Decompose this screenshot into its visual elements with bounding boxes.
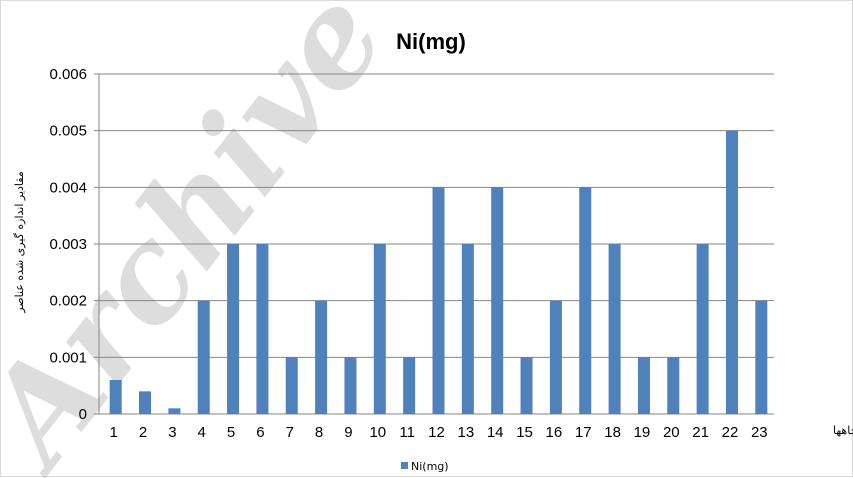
x-tick-label: 21 (692, 424, 709, 441)
x-tick-label: 20 (663, 424, 680, 441)
y-tick-label: 0.005 (49, 123, 87, 140)
x-tick-label: 1 (110, 424, 118, 441)
bar (432, 187, 445, 414)
x-tick-label: 5 (227, 424, 235, 441)
bar (285, 357, 298, 414)
chart-title: Ni(mg) (396, 29, 466, 54)
x-tick-label: 19 (634, 424, 651, 441)
y-tick-label: 0.002 (49, 293, 87, 310)
y-axis-label: مقادیر اندازه گیری شده عناصر (13, 171, 26, 314)
bar (139, 391, 152, 414)
bar (491, 187, 504, 414)
bar (549, 300, 562, 414)
legend-swatch (401, 462, 408, 469)
legend-label: Ni(mg) (411, 460, 449, 473)
bar (579, 187, 592, 414)
bar (197, 300, 210, 414)
x-tick-label: 8 (315, 424, 323, 441)
x-tick-label: 18 (604, 424, 621, 441)
x-tick-label: 12 (428, 424, 445, 441)
y-tick-label: 0.004 (49, 179, 87, 196)
x-tick-label: 6 (256, 424, 264, 441)
bar (403, 357, 416, 414)
x-tick-label: 16 (546, 424, 563, 441)
bar (725, 130, 738, 414)
bar (520, 357, 533, 414)
x-tick-label: 2 (139, 424, 147, 441)
y-tick-label: 0.006 (49, 66, 87, 83)
x-tick-label: 17 (575, 424, 592, 441)
bar (637, 357, 650, 414)
bar (109, 380, 122, 414)
bar (755, 300, 768, 414)
bar (461, 244, 474, 414)
bar (667, 357, 680, 414)
bar (344, 357, 357, 414)
bars (109, 130, 768, 414)
bar (608, 244, 621, 414)
bar (373, 244, 386, 414)
x-tick-label: 9 (344, 424, 352, 441)
legend: Ni(mg) (401, 460, 449, 473)
x-tick-label: 22 (722, 424, 739, 441)
x-tick-label: 14 (487, 424, 504, 441)
x-tick-label: 7 (286, 424, 294, 441)
y-tick-label: 0.003 (49, 236, 87, 253)
x-tick-label: 13 (458, 424, 475, 441)
x-tick-label: 15 (516, 424, 533, 441)
y-tick-label: 0 (79, 406, 87, 423)
bar (168, 408, 181, 414)
bar (696, 244, 709, 414)
x-tick-label: 10 (369, 424, 386, 441)
bar (315, 300, 328, 414)
x-tick-label: 3 (168, 424, 176, 441)
x-tick-label: 23 (751, 424, 768, 441)
x-tick-label: 11 (399, 424, 415, 441)
y-tick-label: 0.001 (49, 349, 87, 366)
x-axis-label: چاهها (833, 424, 853, 437)
bar (227, 244, 240, 414)
bar (256, 244, 269, 414)
x-tick-label: 4 (198, 424, 206, 441)
